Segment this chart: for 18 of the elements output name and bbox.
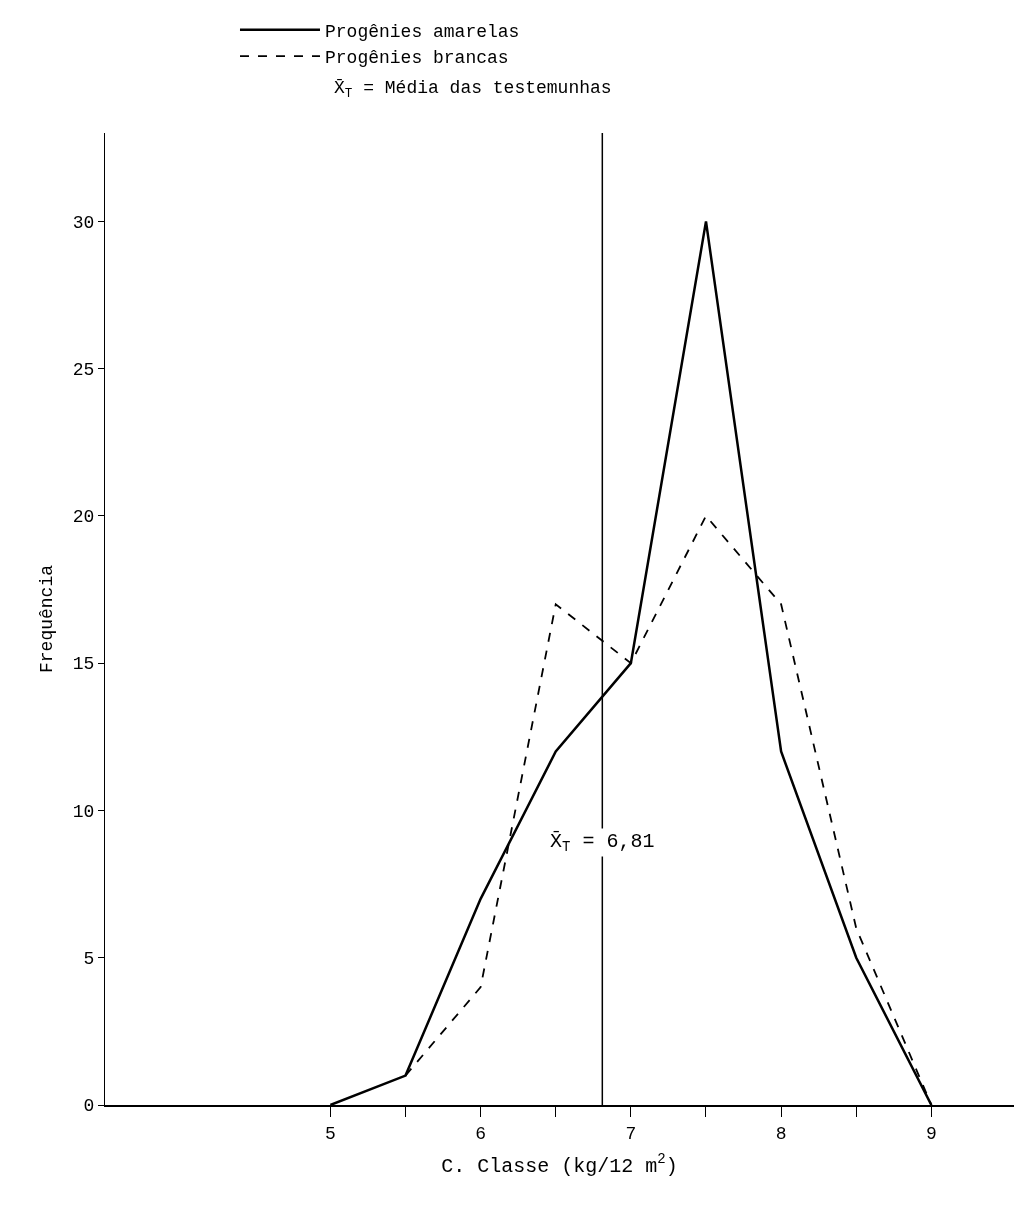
x-tick-label: 8 — [775, 1123, 787, 1144]
y-tick-label: 10 — [72, 801, 95, 822]
text: X̄$_{T}$ = Média das testemunhas — [334, 78, 612, 101]
x-tick-label: 7 — [625, 1123, 637, 1144]
y-tick-label: 20 — [72, 507, 95, 528]
x-axis-title: C. Classe (kg/12 m$^{2}$) — [441, 1151, 678, 1178]
y-tick-label: 30 — [72, 212, 95, 233]
y-tick-label: 15 — [72, 654, 95, 675]
x-tick-label: 5 — [324, 1123, 336, 1144]
y-axis-title: Frequência — [36, 564, 57, 674]
legend-label: Progênies brancas — [324, 48, 509, 69]
ref-line-label: X̄$_{T}$ = 6,81 — [550, 830, 655, 856]
y-tick-label: 25 — [72, 359, 95, 380]
legend-label: Progênies amarelas — [324, 21, 520, 42]
x-tick-label: 6 — [475, 1123, 487, 1144]
y-tick-label: 5 — [83, 949, 95, 970]
y-tick-label: 0 — [83, 1096, 95, 1117]
x-tick-label: 9 — [925, 1123, 937, 1144]
